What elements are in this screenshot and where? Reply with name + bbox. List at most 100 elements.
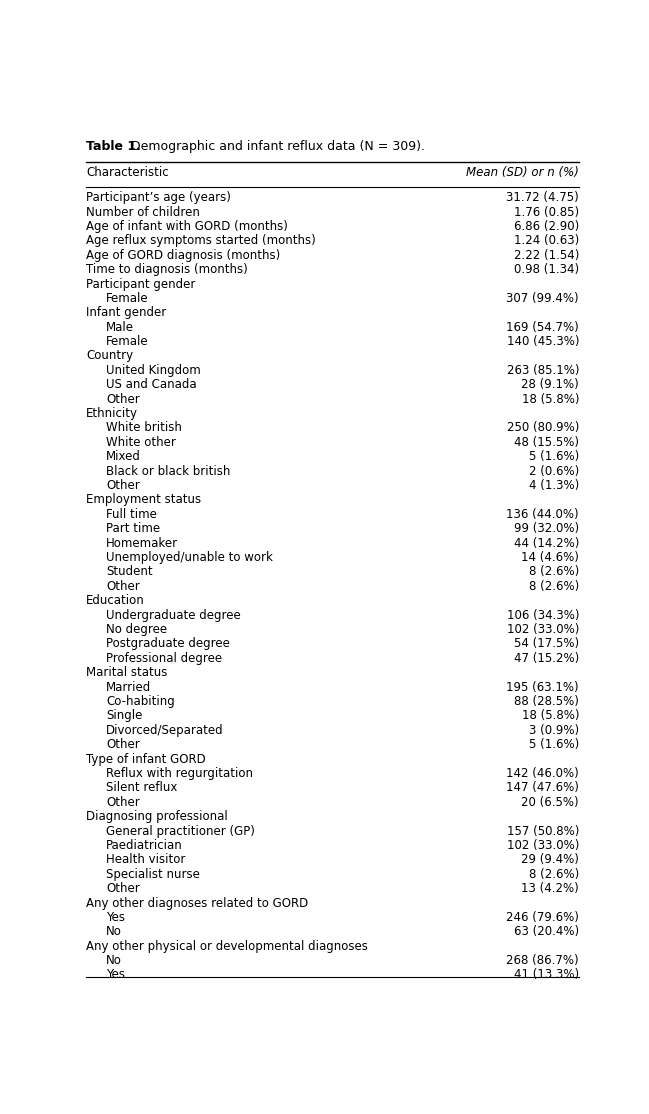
Text: Divorced/Separated: Divorced/Separated (106, 724, 224, 736)
Text: US and Canada: US and Canada (106, 379, 197, 391)
Text: 4 (1.3%): 4 (1.3%) (529, 479, 579, 492)
Text: Specialist nurse: Specialist nurse (106, 868, 200, 881)
Text: 169 (54.7%): 169 (54.7%) (506, 321, 579, 334)
Text: 54 (17.5%): 54 (17.5%) (514, 637, 579, 651)
Text: Other: Other (106, 579, 140, 593)
Text: 136 (44.0%): 136 (44.0%) (506, 508, 579, 521)
Text: No: No (106, 954, 122, 967)
Text: Undergraduate degree: Undergraduate degree (106, 608, 241, 622)
Text: Ethnicity: Ethnicity (86, 407, 138, 420)
Text: 2 (0.6%): 2 (0.6%) (529, 465, 579, 478)
Text: Table 1.: Table 1. (86, 139, 141, 153)
Text: No degree: No degree (106, 623, 167, 636)
Text: Infant gender: Infant gender (86, 306, 166, 320)
Text: 195 (63.1%): 195 (63.1%) (506, 681, 579, 694)
Text: 8 (2.6%): 8 (2.6%) (529, 868, 579, 881)
Text: 102 (33.0%): 102 (33.0%) (507, 839, 579, 852)
Text: Marital status: Marital status (86, 666, 167, 680)
Text: Participant’s age (years): Participant’s age (years) (86, 192, 231, 204)
Text: 63 (20.4%): 63 (20.4%) (514, 926, 579, 938)
Text: 99 (32.0%): 99 (32.0%) (514, 522, 579, 535)
Text: Health visitor: Health visitor (106, 853, 186, 867)
Text: 102 (33.0%): 102 (33.0%) (507, 623, 579, 636)
Text: 1.76 (0.85): 1.76 (0.85) (514, 206, 579, 218)
Text: Time to diagnosis (months): Time to diagnosis (months) (86, 263, 248, 276)
Text: Mean (SD) or n (%): Mean (SD) or n (%) (466, 166, 579, 179)
Text: General practitioner (GP): General practitioner (GP) (106, 824, 255, 838)
Text: 5 (1.6%): 5 (1.6%) (529, 450, 579, 463)
Text: Age of GORD diagnosis (months): Age of GORD diagnosis (months) (86, 248, 280, 262)
Text: Employment status: Employment status (86, 494, 201, 507)
Text: No: No (106, 926, 122, 938)
Text: Other: Other (106, 739, 140, 751)
Text: 250 (80.9%): 250 (80.9%) (507, 421, 579, 434)
Text: Type of infant GORD: Type of infant GORD (86, 753, 206, 765)
Text: 14 (4.6%): 14 (4.6%) (521, 551, 579, 564)
Text: 3 (0.9%): 3 (0.9%) (529, 724, 579, 736)
Text: Student: Student (106, 566, 153, 578)
Text: Black or black british: Black or black british (106, 465, 230, 478)
Text: 13 (4.2%): 13 (4.2%) (521, 882, 579, 896)
Text: Reflux with regurgitation: Reflux with regurgitation (106, 766, 253, 780)
Text: 18 (5.8%): 18 (5.8%) (522, 392, 579, 405)
Text: White british: White british (106, 421, 182, 434)
Text: Unemployed/unable to work: Unemployed/unable to work (106, 551, 273, 564)
Text: 2.22 (1.54): 2.22 (1.54) (514, 248, 579, 262)
Text: 263 (85.1%): 263 (85.1%) (507, 364, 579, 377)
Text: Yes: Yes (106, 911, 125, 924)
Text: 307 (99.4%): 307 (99.4%) (506, 292, 579, 305)
Text: Diagnosing professional: Diagnosing professional (86, 810, 228, 823)
Text: Professional degree: Professional degree (106, 652, 223, 665)
Text: 147 (47.6%): 147 (47.6%) (506, 781, 579, 794)
Text: 246 (79.6%): 246 (79.6%) (506, 911, 579, 924)
Text: Number of children: Number of children (86, 206, 200, 218)
Text: Female: Female (106, 292, 149, 305)
Text: Silent reflux: Silent reflux (106, 781, 178, 794)
Text: Country: Country (86, 350, 133, 362)
Text: 48 (15.5%): 48 (15.5%) (514, 436, 579, 449)
Text: 142 (46.0%): 142 (46.0%) (506, 766, 579, 780)
Text: Other: Other (106, 795, 140, 809)
Text: Other: Other (106, 479, 140, 492)
Text: 140 (45.3%): 140 (45.3%) (507, 335, 579, 348)
Text: 8 (2.6%): 8 (2.6%) (529, 579, 579, 593)
Text: 6.86 (2.90): 6.86 (2.90) (514, 219, 579, 233)
Text: 268 (86.7%): 268 (86.7%) (506, 954, 579, 967)
Text: Part time: Part time (106, 522, 160, 535)
Text: Postgraduate degree: Postgraduate degree (106, 637, 230, 651)
Text: Mixed: Mixed (106, 450, 141, 463)
Text: Characteristic: Characteristic (86, 166, 169, 179)
Text: 31.72 (4.75): 31.72 (4.75) (506, 192, 579, 204)
Text: 1.24 (0.63): 1.24 (0.63) (514, 234, 579, 247)
Text: Homemaker: Homemaker (106, 537, 178, 549)
Text: Paediatrician: Paediatrician (106, 839, 183, 852)
Text: Yes: Yes (106, 968, 125, 981)
Text: Other: Other (106, 882, 140, 896)
Text: Any other physical or developmental diagnoses: Any other physical or developmental diag… (86, 940, 368, 952)
Text: Full time: Full time (106, 508, 157, 521)
Text: Married: Married (106, 681, 151, 694)
Text: Participant gender: Participant gender (86, 277, 195, 291)
Text: Education: Education (86, 594, 145, 607)
Text: 41 (13.3%): 41 (13.3%) (514, 968, 579, 981)
Text: 18 (5.8%): 18 (5.8%) (522, 710, 579, 722)
Text: Male: Male (106, 321, 134, 334)
Text: Single: Single (106, 710, 143, 722)
Text: Co-habiting: Co-habiting (106, 695, 175, 709)
Text: 29 (9.4%): 29 (9.4%) (521, 853, 579, 867)
Text: 8 (2.6%): 8 (2.6%) (529, 566, 579, 578)
Text: Age reflux symptoms started (months): Age reflux symptoms started (months) (86, 234, 316, 247)
Text: 47 (15.2%): 47 (15.2%) (514, 652, 579, 665)
Text: United Kingdom: United Kingdom (106, 364, 201, 377)
Text: Other: Other (106, 392, 140, 405)
Text: 44 (14.2%): 44 (14.2%) (514, 537, 579, 549)
Text: 28 (9.1%): 28 (9.1%) (521, 379, 579, 391)
Text: 88 (28.5%): 88 (28.5%) (514, 695, 579, 709)
Text: Demographic and infant reflux data (N = 309).: Demographic and infant reflux data (N = … (127, 139, 425, 153)
Text: Female: Female (106, 335, 149, 348)
Text: 106 (34.3%): 106 (34.3%) (507, 608, 579, 622)
Text: White other: White other (106, 436, 176, 449)
Text: Age of infant with GORD (months): Age of infant with GORD (months) (86, 219, 288, 233)
Text: 157 (50.8%): 157 (50.8%) (507, 824, 579, 838)
Text: 5 (1.6%): 5 (1.6%) (529, 739, 579, 751)
